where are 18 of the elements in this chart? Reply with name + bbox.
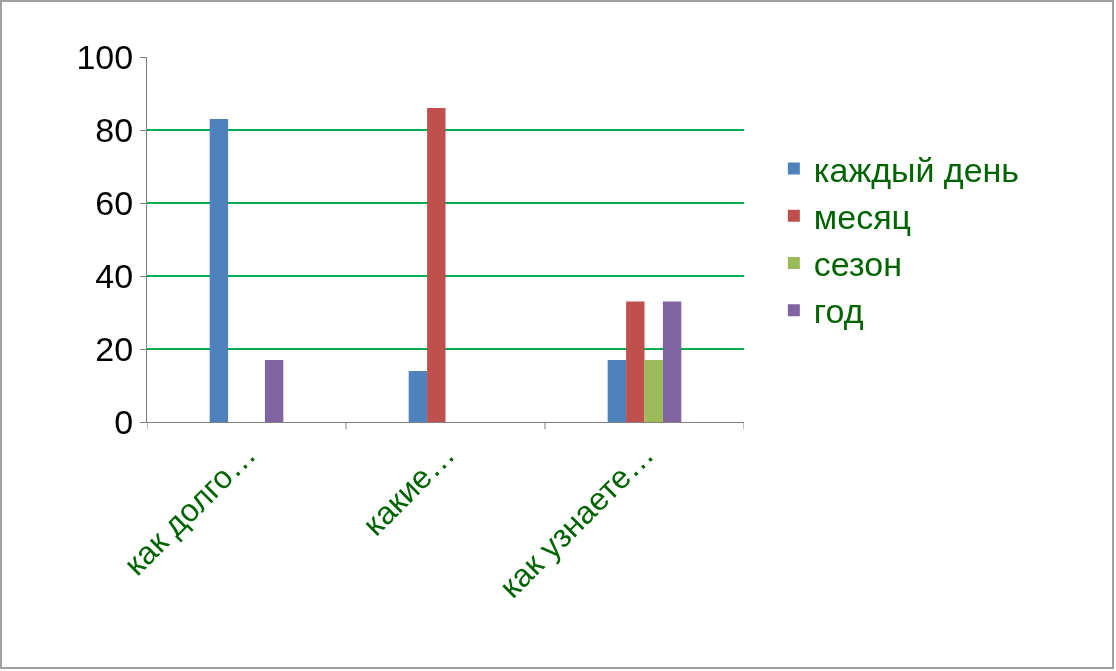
legend-label: месяц <box>813 198 912 237</box>
legend-label: сезон <box>813 245 902 284</box>
bar <box>209 119 229 422</box>
y-tick-label: 60 <box>95 183 134 222</box>
y-tick-label: 20 <box>95 329 134 368</box>
bar <box>626 301 645 422</box>
bar <box>408 370 428 422</box>
legend-label: год <box>813 292 864 331</box>
y-tick-label: 0 <box>114 402 134 441</box>
bar <box>427 108 446 422</box>
bar <box>607 359 627 422</box>
bar <box>264 359 284 422</box>
y-tick-label: 80 <box>95 110 134 149</box>
legend-label: каждый день <box>813 150 1020 189</box>
bar <box>662 301 682 422</box>
bar <box>644 359 663 422</box>
y-tick-label: 100 <box>76 37 134 76</box>
y-tick-label: 40 <box>95 256 134 295</box>
